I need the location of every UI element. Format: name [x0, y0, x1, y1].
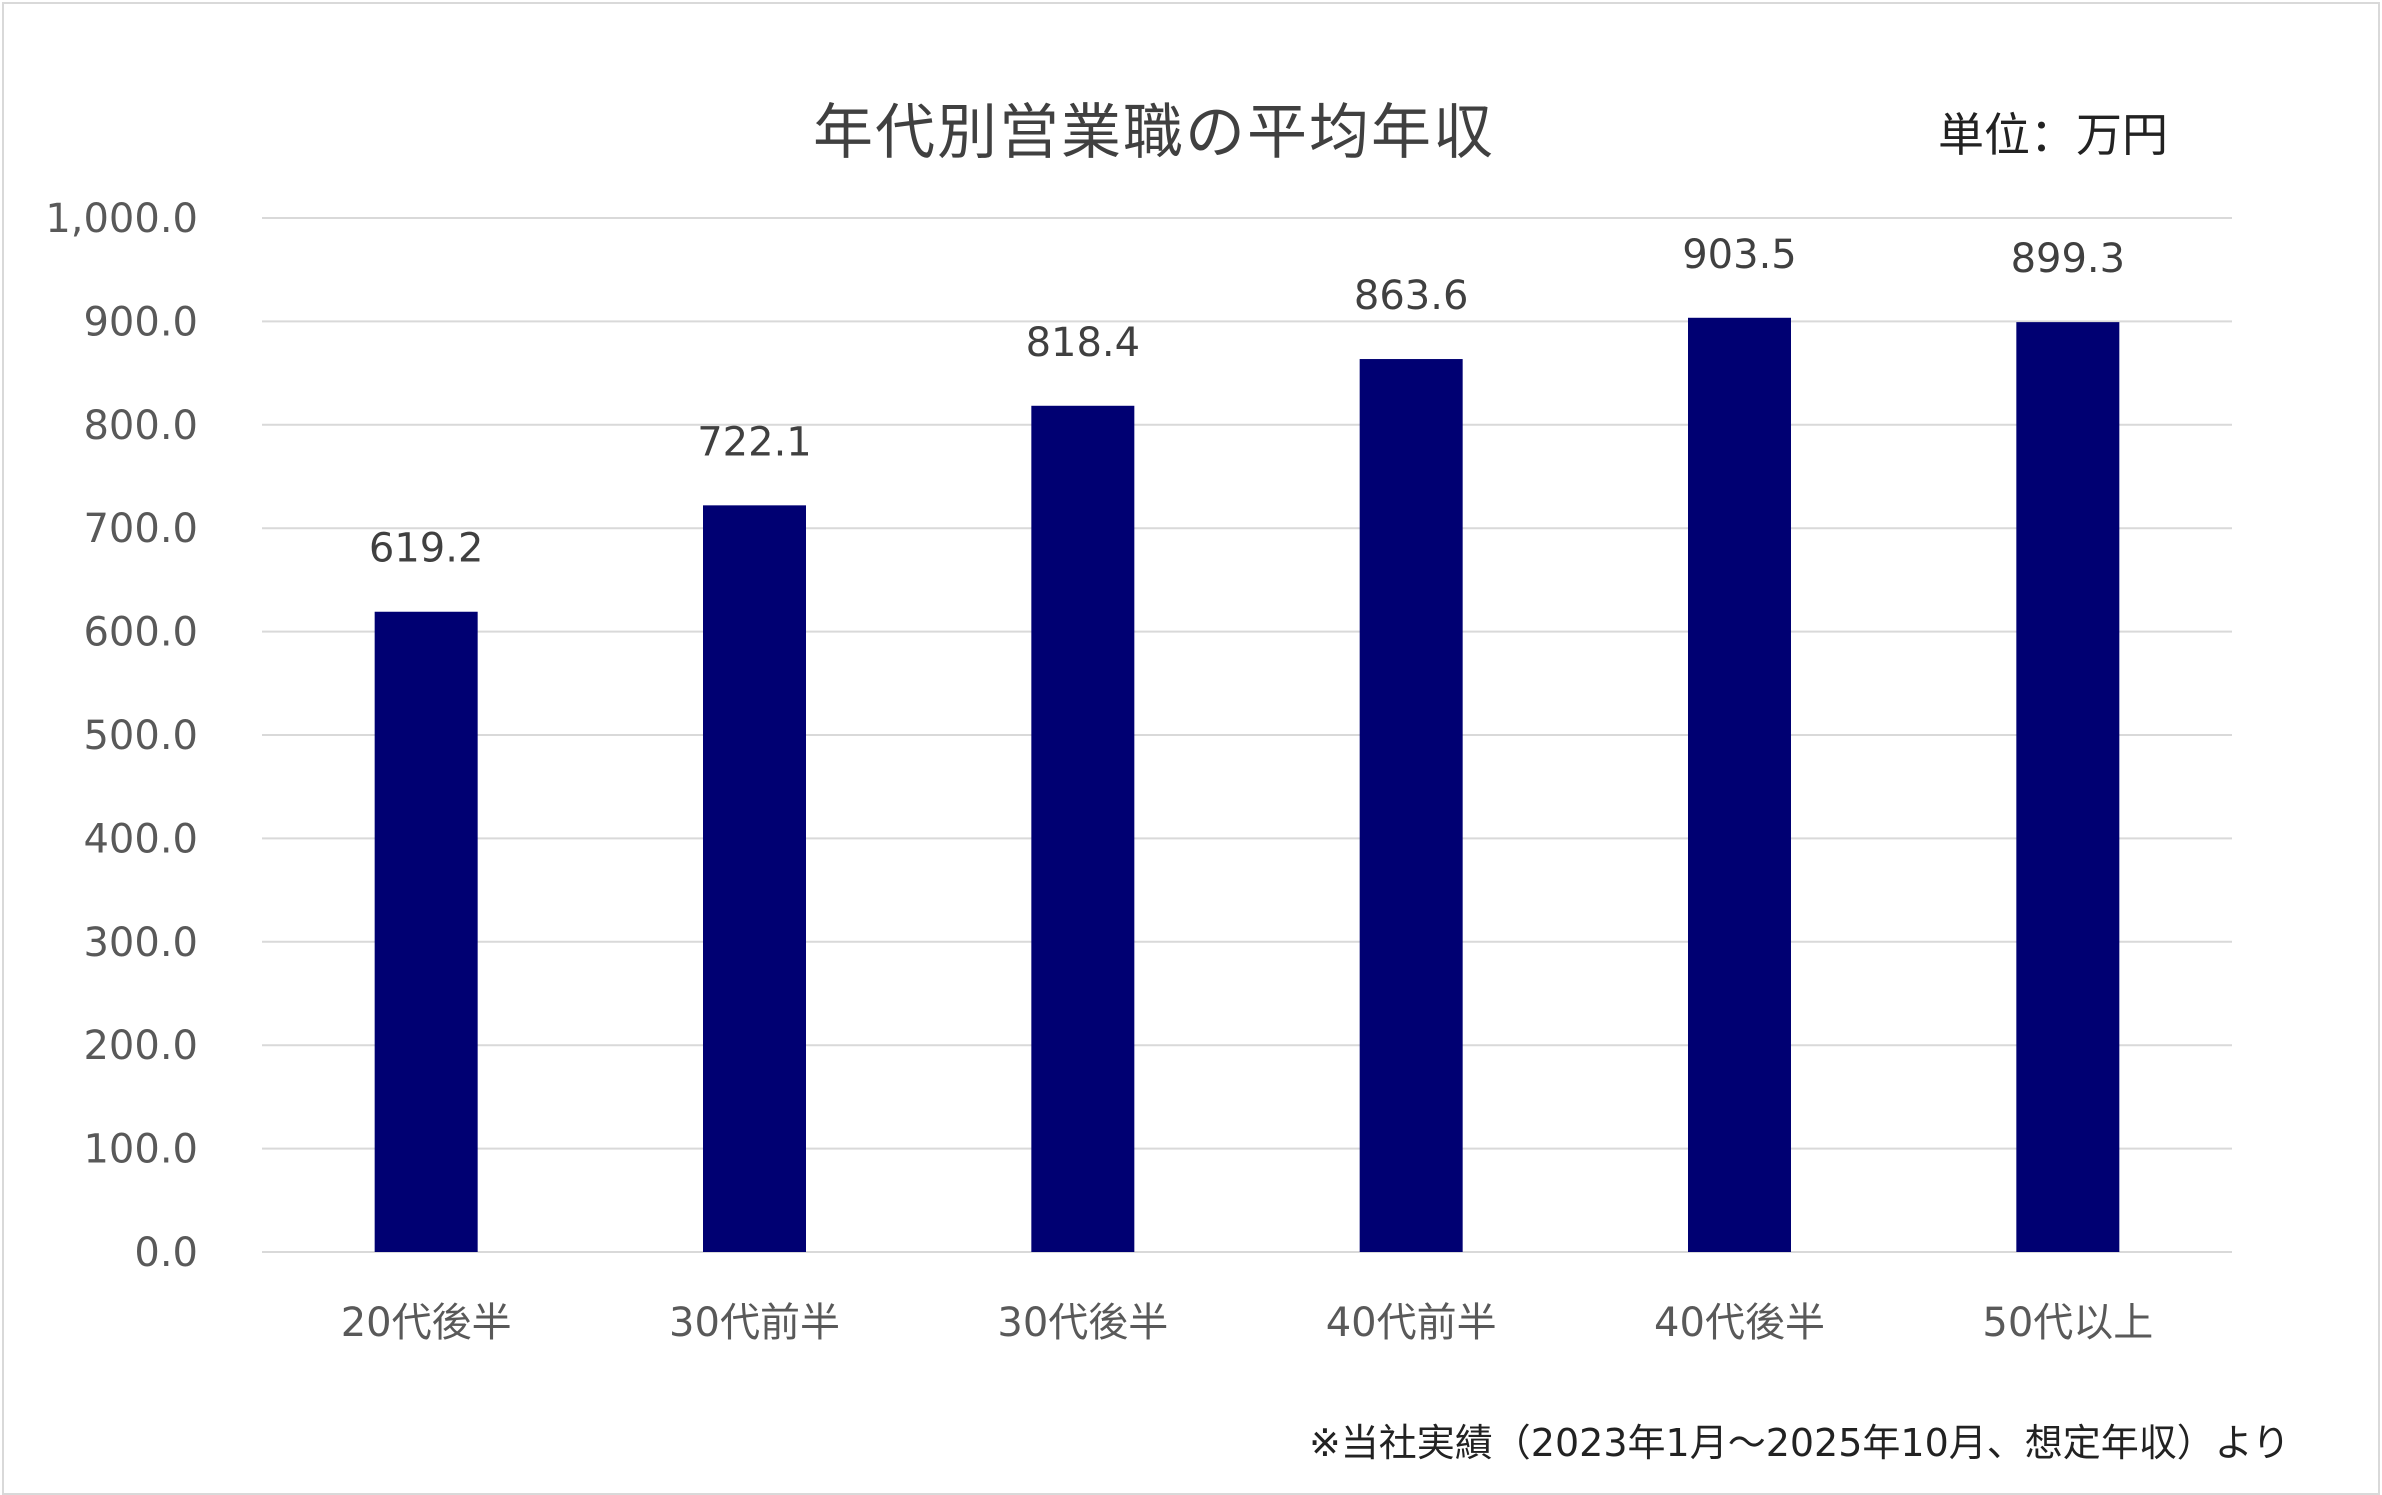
y-tick-label: 0.0 — [134, 1230, 198, 1276]
bars — [374, 317, 2120, 1253]
data-label: 722.1 — [697, 419, 812, 465]
bar-4 — [1359, 359, 1463, 1252]
unit-label: 単位：万円 — [1938, 108, 2168, 162]
y-tick-label: 600.0 — [83, 610, 198, 656]
chart-title: 年代別営業職の平均年収 — [813, 98, 1495, 168]
data-label: 863.6 — [1354, 273, 1469, 319]
bar-5 — [1688, 317, 1791, 1252]
y-tick-label: 100.0 — [83, 1127, 198, 1173]
value-labels: 619.2 722.1 818.4 863.6 903.5 899.3 — [369, 232, 2125, 572]
y-tick-label: 300.0 — [83, 920, 198, 966]
footnote: ※当社実績（2023年1月～2025年10月、想定年収）より — [1308, 1421, 2290, 1465]
y-tick-label: 200.0 — [83, 1023, 198, 1069]
x-axis-categories: 20代後半 30代前半 30代後半 40代前半 40代後半 50代以上 — [341, 1300, 2154, 1346]
y-tick-label: 400.0 — [83, 816, 198, 862]
x-category-label: 40代後半 — [1654, 1300, 1825, 1346]
data-label: 619.2 — [369, 526, 484, 572]
y-tick-label: 700.0 — [83, 506, 198, 552]
y-tick-label: 500.0 — [83, 713, 198, 759]
data-label: 903.5 — [1682, 232, 1797, 278]
x-category-label: 40代前半 — [1326, 1300, 1497, 1346]
x-category-label: 50代以上 — [1982, 1300, 2153, 1346]
gridlines — [262, 217, 2232, 1253]
x-category-label: 30代前半 — [669, 1300, 840, 1346]
x-category-label: 20代後半 — [341, 1300, 512, 1346]
data-label: 899.3 — [2011, 236, 2126, 282]
y-tick-label: 800.0 — [83, 403, 198, 449]
y-tick-label: 1,000.0 — [45, 196, 198, 242]
y-tick-label: 900.0 — [83, 299, 198, 345]
bar-6 — [2016, 322, 2120, 1253]
data-label: 818.4 — [1026, 320, 1141, 366]
bar-2 — [703, 505, 806, 1252]
y-axis-ticks: 0.0 100.0 200.0 300.0 400.0 500.0 600.0 700.0 80… — [45, 196, 198, 1276]
bar-1 — [374, 611, 478, 1252]
x-category-label: 30代後半 — [997, 1300, 1168, 1346]
bar-3 — [1031, 405, 1135, 1252]
